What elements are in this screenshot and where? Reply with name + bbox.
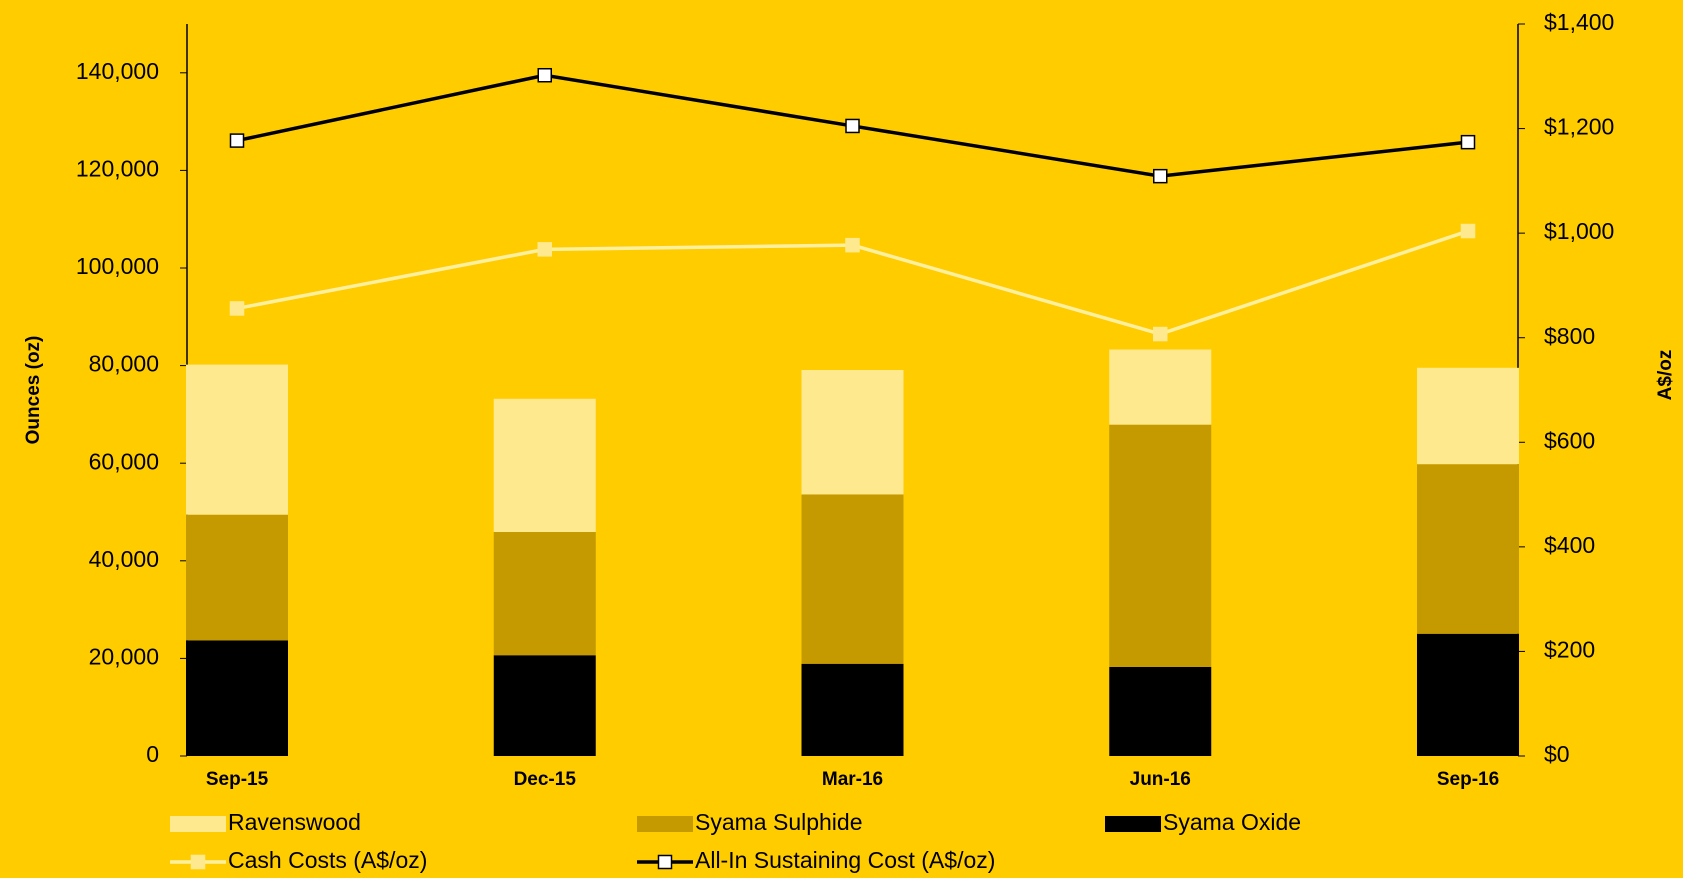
x-tick-label: Dec-15 [514,769,577,790]
x-tick-label: Sep-16 [1437,769,1499,790]
marker [1153,168,1168,184]
y2-tick-label: $600 [1544,427,1595,453]
legend-label: Ravenswood [228,809,361,835]
bar [1109,666,1212,756]
marker [537,242,552,257]
marker [537,67,552,83]
bar [1109,349,1212,425]
legend-marker [190,854,206,870]
x-tick-label: Mar-16 [822,769,883,790]
bar [493,532,596,656]
y-tick-label: 100,000 [76,253,159,279]
bar [186,640,288,756]
y-tick-label: 60,000 [89,448,159,474]
bar [186,364,288,515]
y2-tick-label: $400 [1544,532,1595,558]
y-tick-label: 20,000 [89,643,159,669]
marker [229,133,245,148]
bar [801,494,904,664]
y-tick-label: 120,000 [76,155,159,181]
y-tick-label: 80,000 [89,351,159,377]
y-tick-label: 140,000 [76,58,159,84]
marker [1460,134,1476,150]
legend-label: All-In Sustaining Cost (A$/oz) [695,847,995,873]
bar [186,514,288,641]
y-axis-label: Ounces (oz) [23,336,44,445]
legend-marker [657,854,673,870]
y2-tick-label: $1,000 [1544,218,1614,244]
marker [1460,223,1476,239]
bar [1417,367,1519,465]
legend-swatch [637,816,693,832]
y2-tick-label: $1,400 [1544,9,1614,35]
y2-axis-label: A$/oz [1655,350,1676,401]
marker [845,118,860,134]
y-tick-label: 40,000 [89,546,159,572]
legend-label: Cash Costs (A$/oz) [228,847,427,873]
bar [801,663,904,756]
legend-label: Syama Oxide [1163,809,1301,835]
bar [1417,633,1519,756]
x-tick-label: Sep-15 [206,769,269,790]
y-tick-label: 0 [146,741,159,767]
y2-tick-label: $200 [1544,637,1595,663]
legend-label: Syama Sulphide [695,809,863,835]
bar [801,369,904,495]
marker [229,301,245,316]
bar [1109,424,1212,667]
y2-tick-label: $800 [1544,323,1595,349]
y2-tick-label: $0 [1544,741,1570,767]
marker [1153,326,1168,342]
bar [493,655,596,756]
x-tick-label: Jun-16 [1130,769,1191,790]
bar [1417,464,1519,634]
y2-tick-label: $1,200 [1544,114,1614,140]
legend-swatch [170,816,226,832]
marker [845,237,860,253]
legend-swatch [1105,816,1161,832]
bar [493,398,596,533]
